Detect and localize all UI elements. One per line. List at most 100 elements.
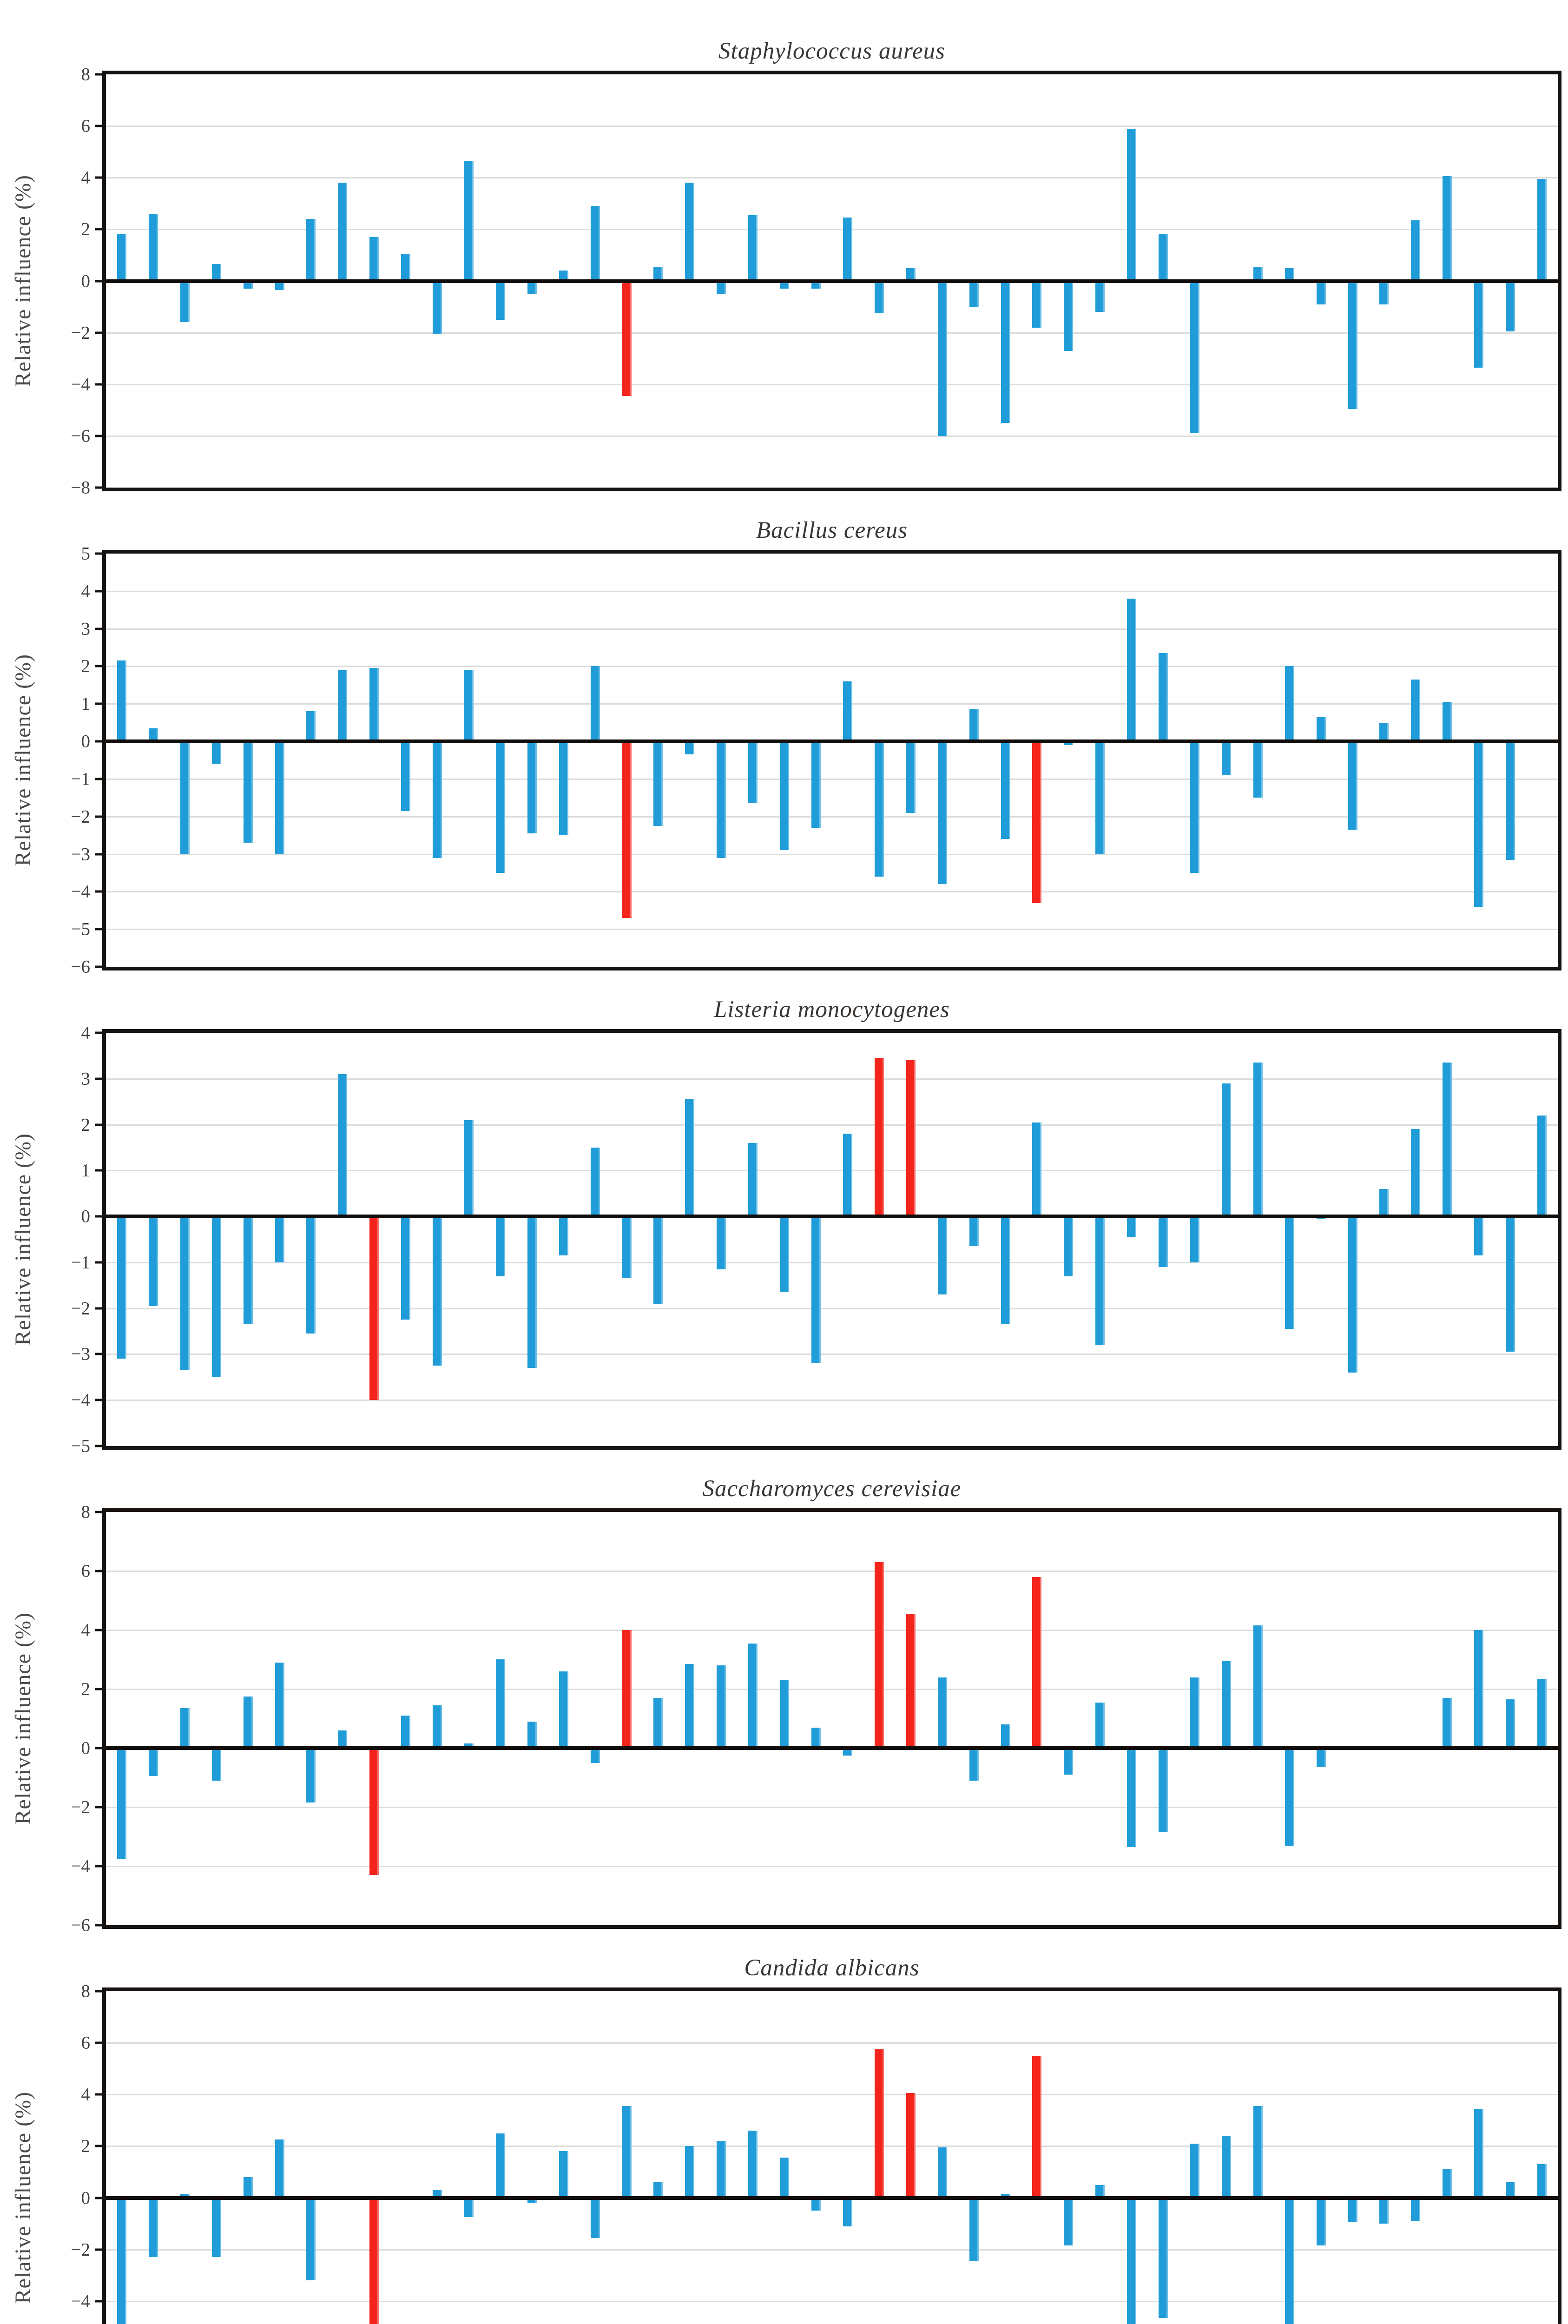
- bar-compound-33: [1127, 2198, 1137, 2324]
- bar-compound-18: [653, 741, 663, 826]
- bar-compound-25: [874, 741, 884, 877]
- zero-line: [106, 279, 1558, 283]
- bar-compound-7: [306, 1748, 316, 1803]
- chart-panel: Listeria monocytogenes Relative influence…: [0, 971, 1568, 1455]
- grid-line: [106, 2249, 1558, 2251]
- y-tick-label: −1: [71, 1252, 91, 1273]
- bar-compound-21: [748, 1643, 758, 1748]
- y-tick-label: 3: [81, 1069, 91, 1089]
- panel-title: Candida albicans: [744, 1954, 920, 1981]
- bar-compound-28: [969, 2198, 979, 2261]
- y-tick-label: −6: [71, 426, 91, 446]
- bar-compound-16: [590, 666, 600, 742]
- y-tick-mark: [95, 702, 102, 705]
- y-tick-mark: [95, 965, 102, 968]
- y-tick-mark: [95, 1261, 102, 1264]
- y-tick-label: −2: [71, 1298, 91, 1319]
- y-tick-label: 1: [81, 693, 91, 714]
- bar-compound-25: [874, 281, 884, 313]
- grid-line: [106, 1170, 1558, 1172]
- bar-compound-2: [148, 1748, 158, 1776]
- bar-compound-41: [1379, 2198, 1389, 2224]
- bar-compound-2: [148, 214, 158, 281]
- y-tick-label: 8: [81, 1981, 91, 2001]
- y-tick-mark: [95, 435, 102, 437]
- grid-line: [106, 778, 1558, 780]
- title-band: Bacillus cereus: [102, 491, 1561, 550]
- bar-compound-40: [1348, 741, 1357, 830]
- y-tick-mark: [95, 383, 102, 386]
- y-tick-mark: [95, 1123, 102, 1126]
- y-tick-mark: [95, 1747, 102, 1750]
- bar-compound-27: [937, 281, 947, 436]
- bar-compound-18: [653, 266, 663, 281]
- bar-compound-13: [495, 1659, 505, 1748]
- bar-compound-41: [1379, 722, 1389, 742]
- bar-compound-42: [1411, 1129, 1421, 1217]
- grid-line: [106, 1261, 1558, 1263]
- y-tick-label: 4: [81, 581, 91, 601]
- bar-compound-34: [1159, 1216, 1168, 1267]
- bar-compound-4: [211, 1748, 221, 1781]
- grid-line: [106, 853, 1558, 855]
- bar-compound-21: [748, 741, 758, 804]
- bar-compound-26: [906, 741, 916, 813]
- y-tick-label: 2: [81, 656, 91, 676]
- plot-row: Relative influence (%) 5 4 3 2 1 0 −1 −2 −3 −4 −5 −6: [11, 545, 1561, 976]
- bar-compound-27: [937, 1216, 947, 1295]
- grid-line: [106, 229, 1558, 231]
- bar-compound-4: [211, 2198, 221, 2258]
- y-tick-label: 3: [81, 619, 91, 639]
- bar-compound-7: [306, 219, 316, 281]
- y-tick-label: 2: [81, 219, 91, 239]
- bar-compound-46: [1537, 179, 1547, 281]
- grid-line: [106, 2146, 1558, 2147]
- bar-compound-31: [1064, 1748, 1074, 1775]
- y-tick-mark: [95, 853, 102, 856]
- bar-compound-11: [433, 1216, 442, 1366]
- y-tick-mark: [95, 1445, 102, 1447]
- bar-compound-23: [811, 1727, 821, 1748]
- bar-compound-42: [1411, 679, 1421, 742]
- bar-compound-12: [464, 2198, 474, 2218]
- title-band: Saccharomyces cerevisiae: [102, 1450, 1561, 1508]
- bar-compound-3: [180, 1216, 190, 1370]
- bar-compound-8: [338, 1074, 348, 1217]
- bar-compound-31: [1064, 2198, 1074, 2246]
- y-tick-mark: [95, 2197, 102, 2199]
- y-tick-mark: [95, 740, 102, 743]
- bar-compound-7: [306, 1216, 316, 1334]
- bar-compound-18: [653, 1216, 663, 1304]
- bar-compound-12: [464, 1743, 474, 1748]
- y-tick-mark: [95, 228, 102, 231]
- bar-compound-37: [1253, 1625, 1263, 1748]
- grid-line: [106, 703, 1558, 705]
- bar-compound-4: [211, 741, 221, 764]
- y-tick-label: 4: [81, 2084, 91, 2105]
- grid-line: [106, 1124, 1558, 1126]
- y-tick-label: −2: [71, 1797, 91, 1817]
- bar-compound-31: [1064, 1216, 1074, 1276]
- bar-compound-45: [1506, 281, 1515, 331]
- bar-compound-28: [969, 281, 979, 307]
- zero-line: [106, 2196, 1558, 2200]
- y-tick-label: 0: [81, 731, 91, 752]
- panel-title: Bacillus cereus: [756, 517, 908, 543]
- bar-compound-4: [211, 264, 221, 281]
- bar-compound-31: [1064, 281, 1074, 351]
- bar-compound-29: [1001, 1724, 1010, 1748]
- bar-compound-19: [685, 2146, 695, 2198]
- bar-compound-29: [1001, 1216, 1010, 1325]
- bar-compound-5: [243, 1696, 253, 1748]
- title-band: Candida albicans: [102, 1929, 1561, 1987]
- grid-line: [106, 590, 1558, 592]
- bar-compound-45: [1506, 1699, 1515, 1748]
- bar-compound-13: [495, 281, 505, 320]
- y-tick-label: −8: [71, 477, 91, 498]
- bar-compound-5: [243, 281, 253, 289]
- y-tick-mark: [95, 1031, 102, 1034]
- bar-compound-24: [843, 2198, 852, 2226]
- bar-compound-43: [1443, 1698, 1452, 1748]
- bar-compound-6: [275, 741, 284, 854]
